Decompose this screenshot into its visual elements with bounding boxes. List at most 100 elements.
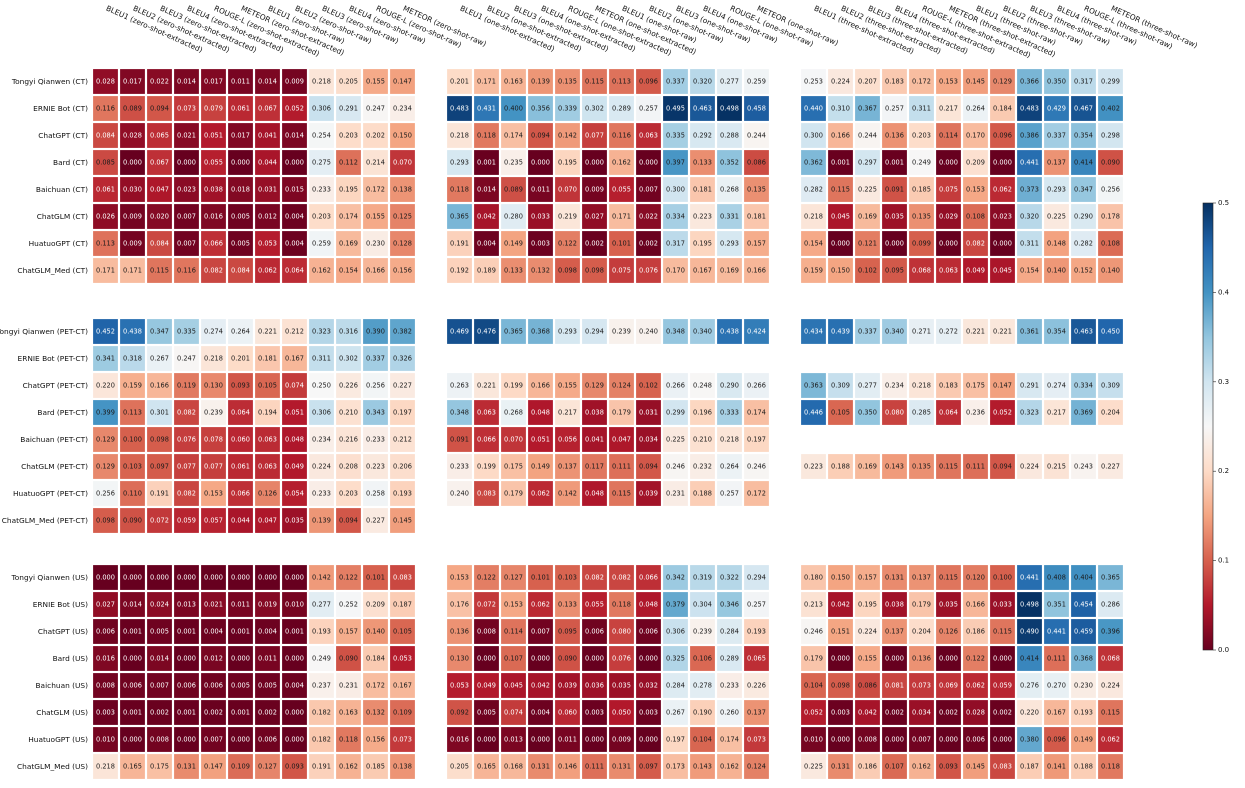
cell-value-label: 0.003 xyxy=(96,709,115,717)
heatmap-cell xyxy=(1098,150,1123,175)
heatmap-cell xyxy=(255,231,280,256)
cell-value-label: 0.196 xyxy=(693,409,712,417)
heatmap-cell xyxy=(255,427,280,452)
heatmap-cell xyxy=(717,231,742,256)
heatmap-cell xyxy=(828,700,853,725)
colorbar-tick-label: 0.1 xyxy=(1218,557,1229,565)
cell-value-label: 0.348 xyxy=(450,409,469,417)
heatmap-cell xyxy=(717,123,742,148)
cell-value-label: 0.227 xyxy=(366,517,385,525)
heatmap-cell xyxy=(801,646,826,671)
heatmap-cell xyxy=(309,508,334,533)
cell-value-label: 0.280 xyxy=(504,213,523,221)
cell-value-label: 0.118 xyxy=(339,736,358,744)
cell-value-label: 0.004 xyxy=(285,240,304,248)
heatmap-cell xyxy=(990,319,1015,344)
heatmap-cell xyxy=(147,454,172,479)
cell-value-label: 0.246 xyxy=(747,463,766,471)
cell-value-label: 0.000 xyxy=(123,574,142,582)
heatmap-cell xyxy=(855,400,880,425)
cell-value-label: 0.016 xyxy=(96,655,115,663)
cell-value-label: 0.127 xyxy=(504,574,523,582)
heatmap-cell xyxy=(855,565,880,590)
heatmap-cell xyxy=(717,427,742,452)
cell-value-label: 0.441 xyxy=(1020,159,1039,167)
heatmap-cell xyxy=(336,231,361,256)
cell-value-label: 0.034 xyxy=(639,436,658,444)
cell-value-label: 0.076 xyxy=(177,436,196,444)
cell-value-label: 0.218 xyxy=(312,78,331,86)
cell-value-label: 0.202 xyxy=(366,132,385,140)
heatmap-cell xyxy=(936,700,961,725)
heatmap-cell xyxy=(120,481,145,506)
heatmap-cell xyxy=(390,754,415,779)
heatmap-cell xyxy=(174,177,199,202)
heatmap-cell xyxy=(201,96,226,121)
cell-value-label: 0.274 xyxy=(204,328,223,336)
heatmap-cell xyxy=(909,754,934,779)
heatmap-cell xyxy=(501,646,526,671)
cell-value-label: 0.231 xyxy=(666,490,685,498)
heatmap-cell xyxy=(501,727,526,752)
cell-value-label: 0.091 xyxy=(450,436,469,444)
cell-value-label: 0.028 xyxy=(96,78,115,86)
heatmap-cell xyxy=(963,96,988,121)
heatmap-cell xyxy=(828,96,853,121)
cell-value-label: 0.018 xyxy=(231,186,250,194)
heatmap-cell xyxy=(555,177,580,202)
heatmap-cell xyxy=(174,204,199,229)
heatmap-cell xyxy=(555,673,580,698)
cell-value-label: 0.005 xyxy=(231,682,250,690)
cell-value-label: 0.441 xyxy=(1047,628,1066,636)
heatmap-cell xyxy=(501,231,526,256)
cell-value-label: 0.000 xyxy=(639,736,658,744)
cell-value-label: 0.257 xyxy=(639,105,658,113)
heatmap-cell xyxy=(228,454,253,479)
heatmap-cell xyxy=(636,204,661,229)
cell-value-label: 0.236 xyxy=(966,409,985,417)
heatmap-cell xyxy=(147,727,172,752)
heatmap-cell xyxy=(963,69,988,94)
heatmap-cell xyxy=(363,673,388,698)
cell-value-label: 0.028 xyxy=(123,132,142,140)
colorbar-gradient xyxy=(1202,202,1214,651)
heatmap-cell xyxy=(1098,592,1123,617)
cell-value-label: 0.325 xyxy=(666,655,685,663)
cell-value-label: 0.210 xyxy=(339,409,358,417)
cell-value-label: 0.256 xyxy=(366,382,385,390)
cell-value-label: 0.140 xyxy=(1101,267,1120,275)
heatmap-cell xyxy=(447,592,472,617)
cell-value-label: 0.095 xyxy=(558,628,577,636)
heatmap-cell xyxy=(636,177,661,202)
heatmap-cell xyxy=(882,96,907,121)
heatmap-cell xyxy=(663,150,688,175)
cell-value-label: 0.135 xyxy=(558,78,577,86)
heatmap-cell xyxy=(555,400,580,425)
heatmap-cell xyxy=(990,700,1015,725)
cell-value-label: 0.038 xyxy=(585,409,604,417)
heatmap-cell xyxy=(963,400,988,425)
heatmap-cell xyxy=(228,204,253,229)
cell-value-label: 0.000 xyxy=(531,159,550,167)
heatmap-cell xyxy=(744,69,769,94)
heatmap-cell xyxy=(282,454,307,479)
cell-value-label: 0.148 xyxy=(1047,240,1066,248)
cell-value-label: 0.408 xyxy=(1047,574,1066,582)
cell-value-label: 0.062 xyxy=(966,682,985,690)
heatmap-cell xyxy=(147,346,172,371)
heatmap-cell xyxy=(717,177,742,202)
cell-value-label: 0.249 xyxy=(312,655,331,663)
heatmap-cell xyxy=(447,727,472,752)
cell-value-label: 0.031 xyxy=(639,409,658,417)
heatmap-cell xyxy=(990,204,1015,229)
heatmap-cell xyxy=(474,754,499,779)
heatmap-cell xyxy=(690,319,715,344)
cell-value-label: 0.226 xyxy=(339,382,358,390)
cell-value-label: 0.084 xyxy=(96,132,115,140)
heatmap-cell xyxy=(1098,204,1123,229)
cell-value-label: 0.246 xyxy=(804,628,823,636)
heatmap-cell xyxy=(528,319,553,344)
cell-value-label: 0.022 xyxy=(639,213,658,221)
cell-value-label: 0.024 xyxy=(150,601,169,609)
